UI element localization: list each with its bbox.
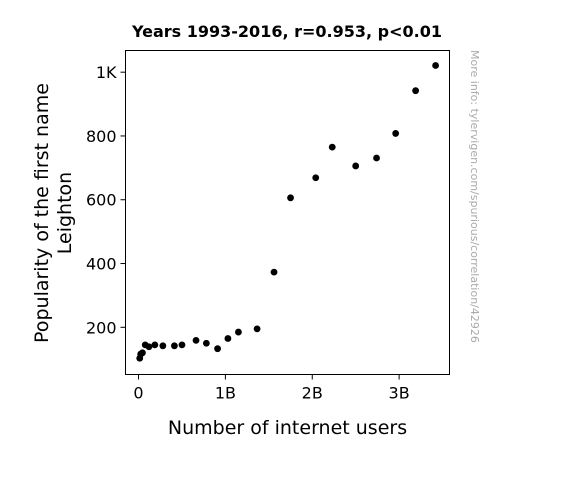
data-point: [178, 341, 186, 349]
data-point: [392, 130, 400, 137]
data-point: [159, 342, 167, 350]
plot-frame: [125, 50, 450, 375]
y-axis-ticks: 200 400 600 800 1K: [86, 63, 126, 337]
y-axis-label-group: Popularity of the first name Leighton: [31, 83, 76, 343]
data-point: [192, 336, 200, 344]
data-point: [139, 349, 146, 357]
points-layer: [136, 62, 440, 362]
watermark-group: More info: tylervigen.com/spurious/corre…: [468, 50, 481, 343]
data-point: [328, 143, 336, 151]
data-point: [171, 342, 178, 350]
x-tick-label: 3B: [389, 384, 410, 403]
x-tick-label: 0: [133, 384, 143, 403]
y-tick-label: 1K: [96, 63, 117, 82]
data-point: [235, 328, 242, 336]
data-point: [145, 343, 153, 351]
data-point: [432, 62, 440, 69]
y-axis-label-line-2: Leighton: [54, 172, 76, 254]
chart-title: Years 1993-2016, r=0.953, p<0.01: [131, 22, 442, 41]
x-tick-label: 1B: [215, 384, 236, 403]
data-point: [214, 345, 221, 353]
data-point: [412, 87, 420, 95]
x-axis-label: Number of internet users: [168, 417, 407, 439]
data-point: [312, 174, 320, 182]
data-point: [202, 339, 210, 347]
y-tick-label: 400: [86, 255, 117, 274]
x-axis-ticks: 0 1B 2B 3B: [133, 374, 410, 403]
y-axis-label-line-1: Popularity of the first name: [31, 83, 53, 343]
data-point: [253, 325, 261, 333]
data-point: [151, 341, 159, 349]
watermark-text: More info: tylervigen.com/spurious/corre…: [468, 50, 481, 343]
y-tick-label: 200: [86, 318, 117, 337]
data-point: [287, 194, 294, 202]
x-tick-label: 2B: [302, 384, 323, 403]
y-tick-label: 600: [86, 191, 117, 210]
data-point: [352, 162, 360, 170]
y-tick-label: 800: [86, 127, 117, 146]
data-point: [270, 268, 278, 276]
data-point: [224, 335, 232, 342]
data-point: [373, 154, 380, 162]
